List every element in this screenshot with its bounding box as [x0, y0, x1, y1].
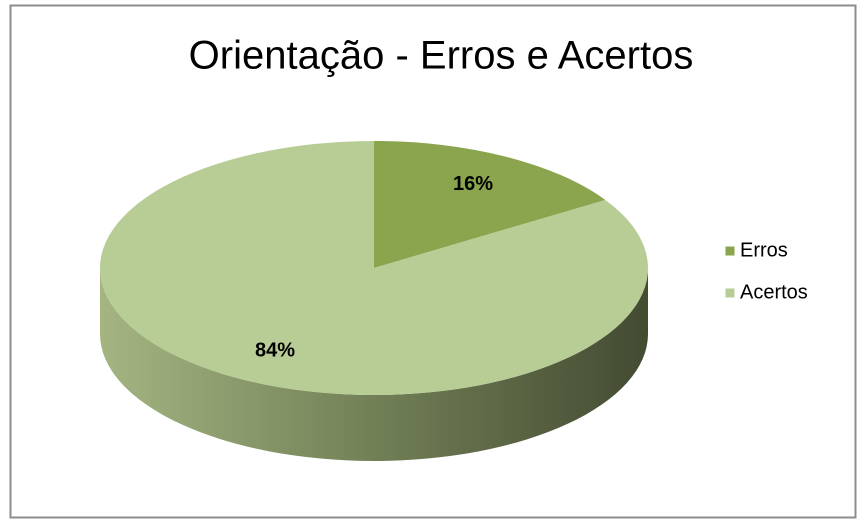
pie-slice [374, 141, 606, 268]
data-label: 16% [453, 173, 493, 195]
legend-swatch [724, 287, 736, 299]
pie-side [100, 268, 648, 461]
pie-slice [99, 141, 648, 395]
legend-label: Acertos [740, 281, 808, 303]
data-label: 84% [255, 340, 295, 362]
chart-title: Orientação - Erros e Acertos [189, 34, 694, 78]
legend-swatch [724, 245, 736, 257]
legend-label: Erros [740, 239, 788, 261]
